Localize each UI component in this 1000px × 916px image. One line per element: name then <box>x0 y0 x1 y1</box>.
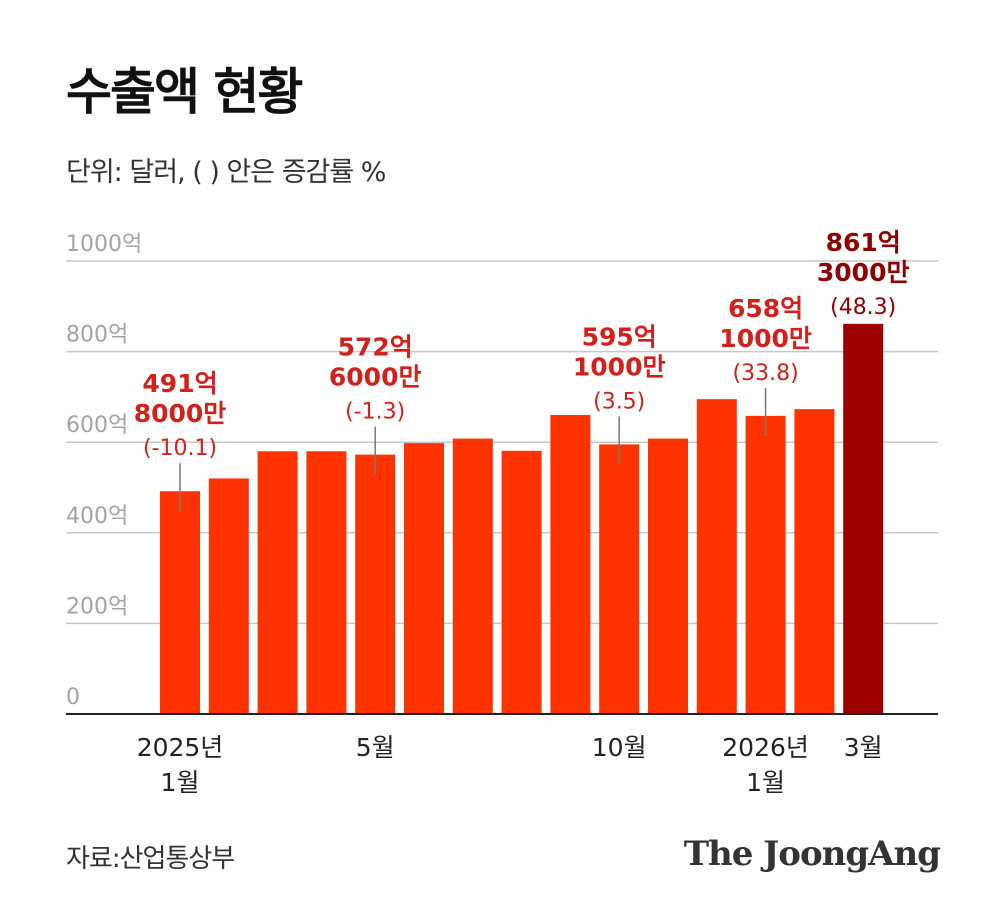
bar <box>501 450 542 714</box>
y-tick-label: 400억 <box>66 504 128 529</box>
data-label-value: 595억 <box>582 322 657 351</box>
bar <box>794 409 835 714</box>
source-note: 자료:산업통상부 <box>66 844 235 874</box>
bar <box>550 415 591 714</box>
bar <box>696 399 737 714</box>
data-label-value: 491억 <box>142 369 217 398</box>
bar <box>160 491 200 714</box>
bar <box>306 451 347 714</box>
bar <box>599 444 640 714</box>
data-label-value: 572억 <box>338 333 413 362</box>
data-label-change: (33.8) <box>733 361 799 386</box>
x-tick-label: 1월 <box>746 768 785 797</box>
data-label-change: (3.5) <box>593 389 645 414</box>
x-tick-label: 2025년 <box>137 733 224 762</box>
y-tick-label: 600억 <box>66 413 128 438</box>
bar <box>648 438 688 714</box>
data-label-value: 1000만 <box>573 352 666 381</box>
data-label-value: 6000만 <box>329 363 422 392</box>
y-tick-label: 200억 <box>66 594 128 619</box>
y-tick-label: 1000억 <box>66 232 142 257</box>
x-tick-label: 3월 <box>844 733 883 762</box>
data-label-change: (-1.3) <box>345 400 405 425</box>
chart-title: 수출액 현황 <box>66 63 303 121</box>
data-label-value: 3000만 <box>817 258 910 287</box>
data-label-value: 861억 <box>826 228 901 257</box>
bar <box>355 454 396 714</box>
data-label-change: (48.3) <box>830 295 896 320</box>
data-label-value: 658억 <box>728 294 803 323</box>
chart-subtitle: 단위: 달러, ( ) 안은 증감률 % <box>66 157 386 188</box>
data-label-change: (-10.1) <box>143 436 217 461</box>
x-tick-label: 5월 <box>356 733 395 762</box>
y-tick-label: 0 <box>66 685 80 710</box>
x-tick-label: 10월 <box>592 733 647 762</box>
bar <box>257 451 298 714</box>
bar <box>745 415 786 714</box>
x-tick-label: 2026년 <box>722 733 809 762</box>
bar <box>404 443 444 714</box>
x-tick-label: 1월 <box>161 768 200 797</box>
bar <box>843 323 884 714</box>
brand-logo-text: The JoongAng <box>683 834 941 874</box>
y-tick-label: 800억 <box>66 323 128 348</box>
data-label-value: 1000만 <box>719 324 812 353</box>
bar <box>208 478 249 714</box>
bar <box>452 438 493 714</box>
data-label-value: 8000만 <box>134 399 227 428</box>
